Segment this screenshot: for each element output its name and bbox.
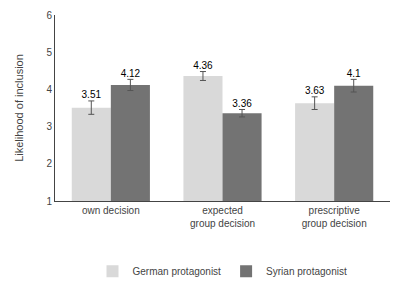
svg-text:4.12: 4.12 (121, 68, 141, 79)
svg-text:3: 3 (46, 121, 52, 132)
svg-text:Syrian protagonist: Syrian protagonist (266, 266, 347, 277)
svg-text:4.36: 4.36 (193, 60, 213, 71)
svg-text:3.63: 3.63 (305, 85, 325, 96)
svg-text:1: 1 (46, 196, 52, 207)
svg-text:expectedgroup decision: expectedgroup decision (190, 205, 255, 229)
svg-text:4: 4 (46, 84, 52, 95)
svg-text:Likelihood of inclusion: Likelihood of inclusion (13, 54, 25, 162)
svg-text:5: 5 (46, 47, 52, 58)
svg-text:3.51: 3.51 (82, 89, 102, 100)
svg-text:German protagonist: German protagonist (133, 266, 222, 277)
svg-text:own decision: own decision (82, 205, 140, 216)
svg-text:2: 2 (46, 158, 52, 169)
svg-text:4.1: 4.1 (347, 68, 361, 79)
svg-text:3.36: 3.36 (232, 98, 252, 109)
svg-text:6: 6 (46, 10, 52, 21)
svg-text:prescriptivegroup decision: prescriptivegroup decision (302, 205, 367, 229)
